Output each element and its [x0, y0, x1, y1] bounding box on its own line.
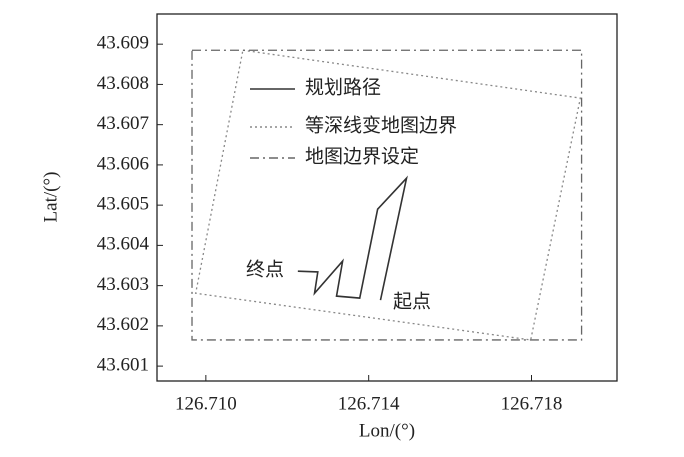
- series-line: [191, 49, 583, 341]
- x-tick-label: 126.710: [175, 393, 237, 414]
- legend-label: 地图边界设定: [305, 145, 419, 167]
- legend-label: 等深线变地图边界: [305, 114, 457, 136]
- plot-frame: [156, 13, 618, 382]
- annotation: 终点: [246, 258, 284, 280]
- y-axis-label: Lat/(°): [40, 172, 61, 223]
- y-tick-label: 43.601: [97, 354, 149, 375]
- series-line: [297, 175, 408, 301]
- y-tick-label: 43.602: [97, 314, 149, 335]
- y-tick-label: 43.603: [97, 274, 149, 295]
- y-tick-label: 43.608: [97, 73, 149, 94]
- x-axis-label: Lon/(°): [359, 420, 415, 441]
- y-tick-label: 43.607: [97, 113, 149, 134]
- legend-label: 规划路径: [305, 76, 381, 98]
- y-tick-label: 43.609: [97, 33, 149, 54]
- x-tick-label: 126.718: [501, 393, 563, 414]
- annotation: 起点: [393, 290, 431, 312]
- y-tick-label: 43.605: [97, 194, 149, 215]
- x-tick-label: 126.714: [338, 393, 400, 414]
- y-tick-label: 43.604: [97, 234, 150, 255]
- y-tick-label: 43.606: [97, 153, 149, 174]
- series-line: [194, 49, 582, 341]
